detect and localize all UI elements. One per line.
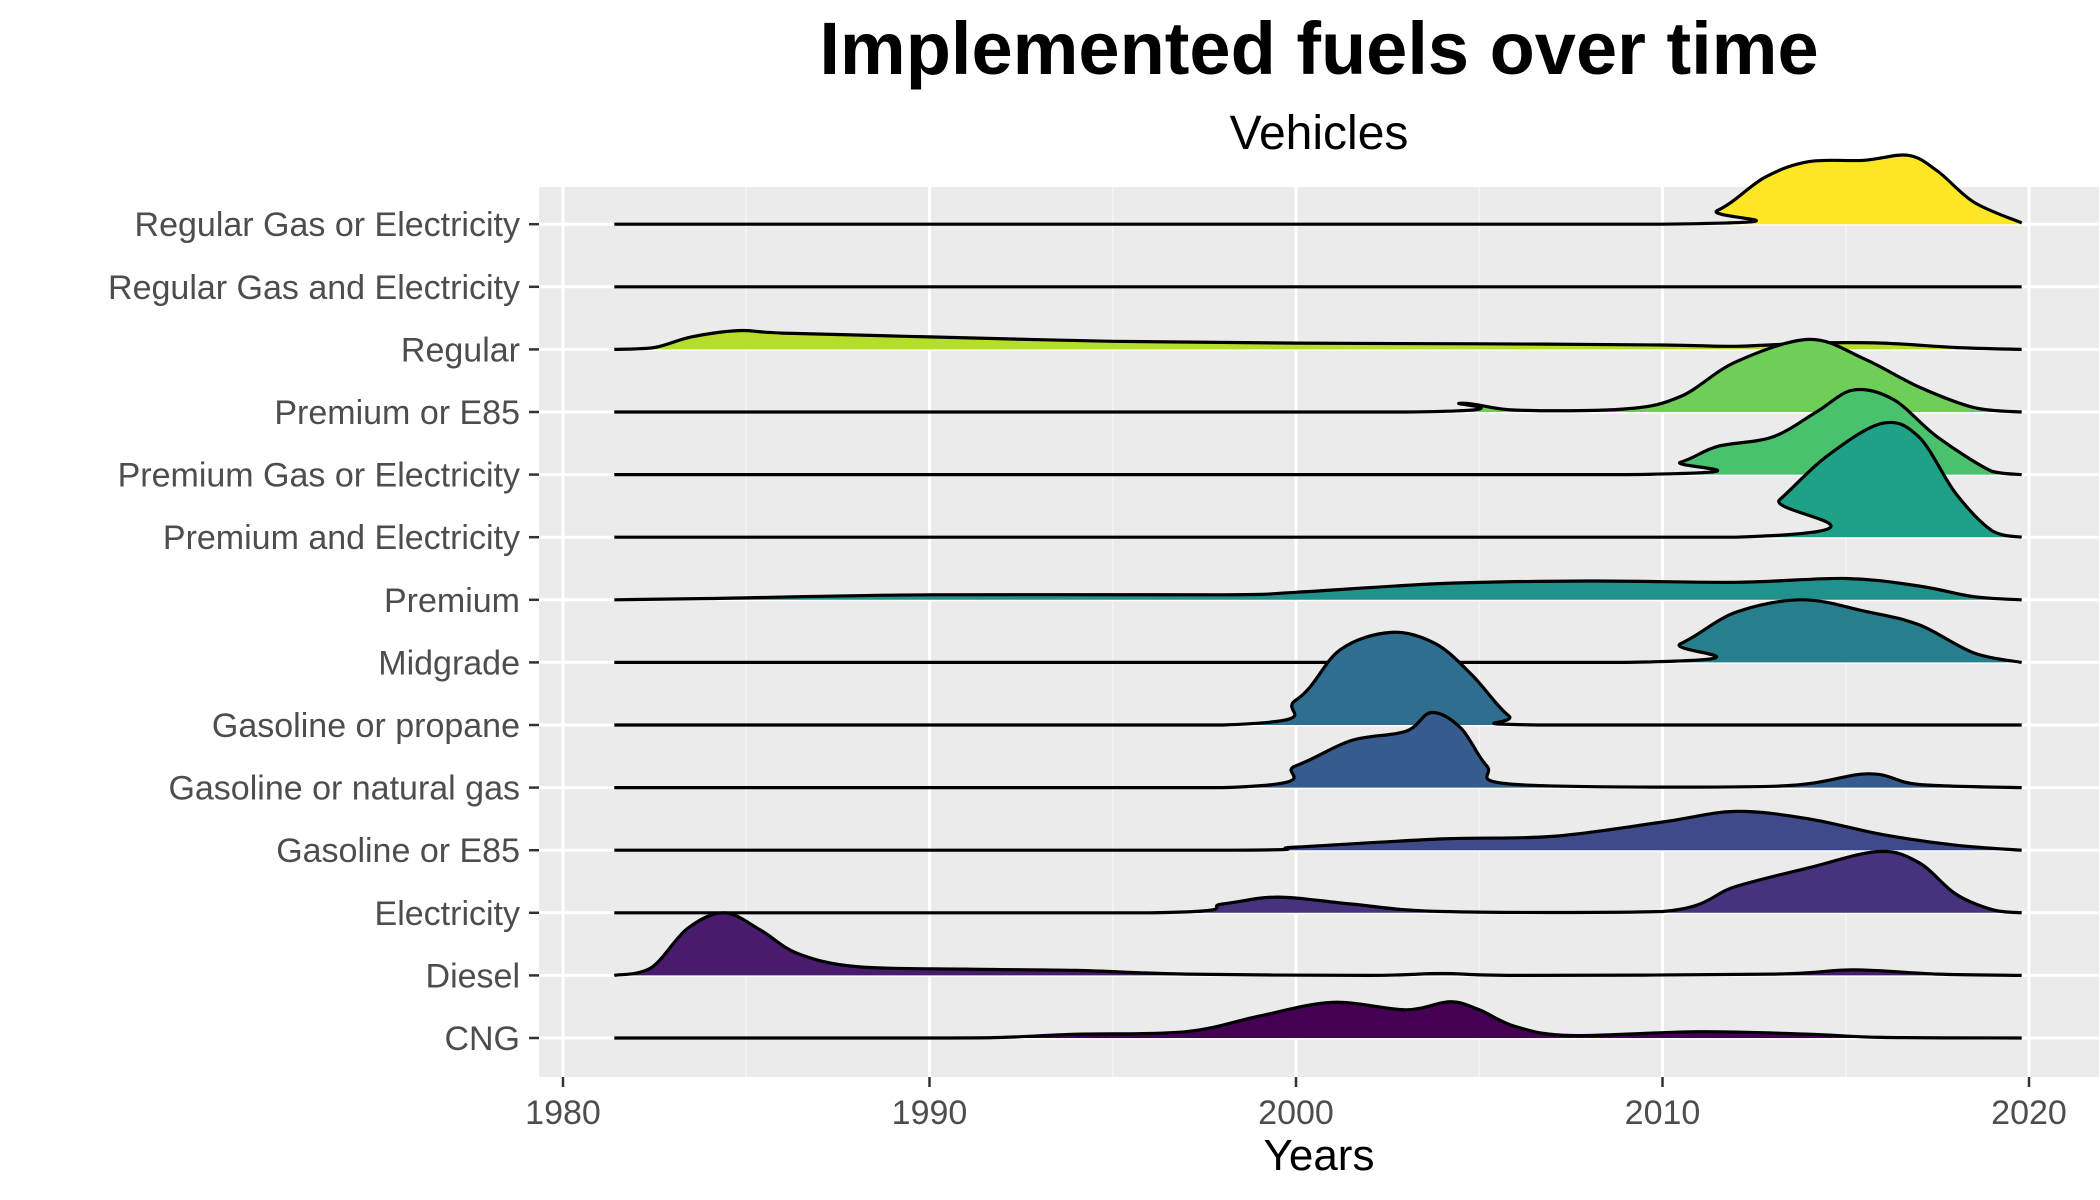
y-tick-label: Regular (401, 331, 520, 369)
y-tick-label: Electricity (375, 895, 520, 933)
ridge-line-premium-or-e85 (614, 337, 2022, 414)
ridge-area-regular (614, 330, 2022, 350)
ridge-area-premium-and-electricity (614, 422, 2022, 538)
ridge-line-gasoline-or-propane (614, 630, 2022, 727)
y-tick-label: Premium (384, 582, 520, 620)
y-tick-label: Premium Gas or Electricity (118, 457, 520, 495)
x-tick-label: 2000 (1258, 1094, 1334, 1132)
x-tick-label: 1990 (892, 1094, 968, 1132)
ridge-area-diesel (614, 912, 2022, 976)
x-axis-label: Years (1263, 1131, 1375, 1180)
y-tick-label: Regular Gas or Electricity (135, 206, 520, 244)
ridge-area-premium (614, 578, 2022, 600)
ridge-line-electricity (614, 849, 2022, 915)
y-tick-label: CNG (444, 1020, 520, 1058)
ridge-area-midgrade (614, 599, 2022, 663)
y-tick-label: Diesel (426, 957, 520, 995)
y-tick-label: Gasoline or propane (212, 707, 520, 745)
y-tick-label: Gasoline or natural gas (168, 770, 520, 808)
ridge-line-cng (614, 1000, 2022, 1040)
x-tick-label: 1980 (525, 1094, 601, 1132)
x-tick-label: 2010 (1625, 1094, 1701, 1132)
ridge-line-gasoline-or-natural-gas (614, 710, 2022, 790)
ridge-line-premium-gas-or-electricity (614, 387, 2022, 477)
ridge-line-premium (614, 576, 2022, 602)
y-tick-label: Midgrade (378, 644, 520, 682)
y-tick-label: Regular Gas and Electricity (108, 269, 520, 307)
ridge-area-gasoline-or-natural-gas (614, 712, 2022, 788)
ridge-line-gasoline-or-e85 (614, 809, 2022, 852)
y-tick-label: Gasoline or E85 (276, 832, 520, 870)
ridge-area-cng (614, 1001, 2022, 1038)
ridge-line-regular-gas-or-electricity (614, 153, 2023, 226)
chart-subtitle: Vehicles (1229, 107, 1409, 160)
y-tick-label: Premium and Electricity (163, 519, 520, 557)
x-tick-label: 2020 (1991, 1094, 2067, 1132)
ridge-line-midgrade (614, 598, 2023, 665)
ridge-line-premium-and-electricity (614, 420, 2023, 539)
ridge-line-diesel (613, 911, 2022, 977)
ridge-area-regular-gas-or-electricity (614, 154, 2022, 225)
chart-title: Implemented fuels over time (819, 7, 1819, 90)
y-tick-label: Premium or E85 (274, 394, 520, 432)
